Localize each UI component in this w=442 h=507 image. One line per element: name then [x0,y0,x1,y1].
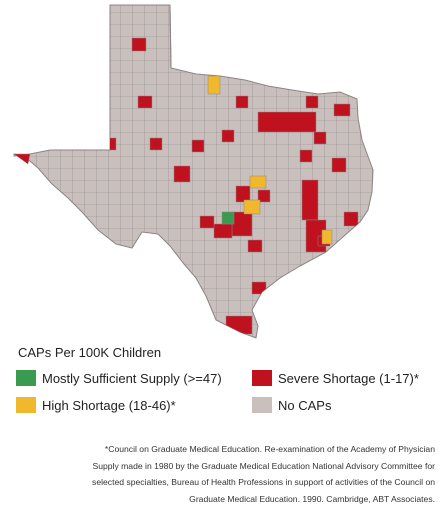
legend-swatch-high [16,397,36,413]
legend-item-high: High Shortage (18-46)* [16,397,176,413]
legend-label-high: High Shortage (18-46)* [42,398,176,413]
footnote-line: selected specialties, Bureau of Health P… [40,474,435,491]
el-paso-county [14,154,30,164]
legend-item-severe: Severe Shortage (1-17)* [252,370,419,386]
footnote-line: Supply made in 1980 by the Graduate Medi… [40,458,435,475]
citation-footnote: *Council on Graduate Medical Education. … [40,441,435,507]
legend-title: CAPs Per 100K Children [18,345,161,360]
legend-label-none: No CAPs [278,398,331,413]
legend-swatch-sufficient [16,370,36,386]
legend-label-sufficient: Mostly Sufficient Supply (>=47) [42,371,222,386]
legend-swatch-none [252,397,272,413]
legend-item-sufficient: Mostly Sufficient Supply (>=47) [16,370,222,386]
sufficient-supply-counties [222,212,234,224]
footnote-line: *Council on Graduate Medical Education. … [40,441,435,458]
legend-label-severe: Severe Shortage (1-17)* [278,371,419,386]
legend-item-none: No CAPs [252,397,331,413]
legend-swatch-severe [252,370,272,386]
texas-county-map [0,0,442,340]
